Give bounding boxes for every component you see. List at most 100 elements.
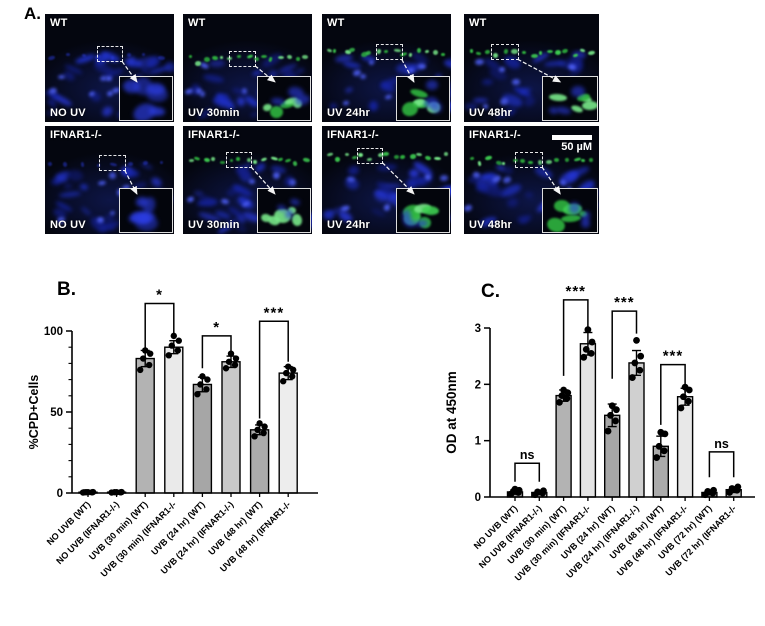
- y-tick-label: 2: [475, 379, 481, 391]
- genotype-label: WT: [188, 17, 206, 29]
- tissue-blob: [45, 106, 60, 118]
- tissue-blob: [269, 105, 284, 118]
- tissue-blob: [235, 194, 255, 211]
- tissue-blob: [189, 82, 201, 96]
- tissue-blob: [197, 210, 222, 224]
- tissue-blob: [384, 190, 401, 206]
- data-point: [580, 353, 588, 361]
- tissue-blob: [469, 156, 474, 160]
- tissue-blob: [503, 48, 509, 55]
- bar-uvb-24-hr-ifnar1: [221, 361, 241, 494]
- tissue-blob: [304, 210, 312, 223]
- tissue-blob: [564, 205, 585, 216]
- significance-bracket: [562, 299, 589, 376]
- tissue-blob: [405, 98, 424, 113]
- data-point: [607, 411, 614, 419]
- tissue-blob: [521, 51, 526, 55]
- tissue-blob: [46, 97, 59, 109]
- tissue-blob: [97, 219, 121, 233]
- tissue-blob: [501, 175, 512, 184]
- tissue-blob: [439, 192, 447, 200]
- roi-arrow: [124, 169, 138, 195]
- tissue-blob: [376, 163, 398, 172]
- tissue-blob: [149, 175, 163, 189]
- tissue-blob: [484, 49, 491, 56]
- tissue-blob: [100, 75, 108, 82]
- tissue-blob: [378, 79, 396, 95]
- tissue-blob: [106, 224, 117, 232]
- tissue-blob: [442, 183, 451, 201]
- tissue-blob: [360, 50, 369, 58]
- tissue-blob: [553, 157, 560, 162]
- data-point: [251, 433, 258, 440]
- tissue-blob: [407, 173, 427, 189]
- tissue-blob: [129, 194, 151, 210]
- tissue-blob: [94, 54, 102, 61]
- tissue-blob: [480, 172, 498, 180]
- tissue-blob: [122, 79, 141, 95]
- bar-uvb-30-min-wt: [555, 394, 572, 498]
- tissue-blob: [253, 56, 260, 63]
- tissue-blob: [163, 60, 174, 74]
- roi-box: [491, 44, 519, 61]
- tissue-blob: [561, 215, 576, 228]
- data-point: [588, 338, 596, 346]
- tissue-blob: [259, 213, 272, 224]
- tissue-blob: [212, 92, 230, 105]
- tissue-blob: [322, 208, 336, 222]
- tissue-blob: [395, 63, 418, 75]
- data-point: [222, 365, 230, 372]
- tissue-blob: [282, 175, 295, 188]
- tissue-blob: [394, 48, 402, 52]
- tissue-blob: [188, 54, 193, 59]
- bar-uvb-24-hr-ifnar1: [628, 362, 645, 498]
- tissue-blob: [272, 171, 282, 181]
- tissue-blob: [546, 50, 553, 54]
- tissue-blob: [578, 210, 589, 219]
- data-point: [660, 447, 668, 455]
- tissue-blob: [554, 49, 562, 55]
- tissue-blob: [475, 175, 500, 189]
- tissue-blob: [572, 60, 581, 71]
- tissue-blob: [81, 53, 87, 58]
- y-axis-title: OD at 450nm: [444, 371, 459, 454]
- treatment-label: NO UV: [50, 219, 86, 231]
- tissue-blob: [333, 48, 337, 53]
- data-point: [231, 361, 239, 369]
- inset-zoom: [119, 187, 173, 233]
- treatment-label: UV 24hr: [327, 219, 370, 231]
- background-haze: [45, 41, 174, 122]
- tissue-blob: [443, 152, 448, 157]
- tissue-blob: [326, 152, 333, 156]
- data-point: [604, 427, 612, 435]
- data-point: [137, 366, 144, 374]
- tissue-blob: [208, 59, 225, 67]
- tissue-blob: [282, 65, 296, 78]
- bar-uvb-48-hr-ifnar1: [676, 396, 694, 498]
- micrograph-wt-uv-24hr: WT UV 24hr: [322, 14, 451, 122]
- tissue-blob: [47, 54, 56, 61]
- roi-arrow: [517, 58, 562, 83]
- data-point: [174, 347, 181, 354]
- tissue-blob: [408, 168, 420, 180]
- tissue-blob: [342, 60, 363, 70]
- tissue-blob: [145, 86, 169, 103]
- tissue-blob: [512, 158, 518, 162]
- tissue-blob: [270, 164, 287, 175]
- tissue-blob: [203, 56, 210, 62]
- data-point: [631, 359, 639, 367]
- tissue-blob: [51, 178, 61, 186]
- tissue-blob: [543, 59, 568, 67]
- significance-label: ns: [520, 448, 535, 462]
- tissue-blob: [474, 59, 485, 67]
- data-point: [225, 358, 233, 365]
- tissue-blob: [212, 96, 227, 109]
- tissue-blob: [268, 56, 273, 63]
- genotype-label: IFNAR1-/-: [50, 129, 102, 141]
- treatment-label: NO UV: [50, 107, 86, 119]
- tissue-blob: [412, 100, 429, 109]
- tissue-blob: [374, 178, 399, 200]
- tissue-blob: [194, 189, 205, 196]
- bar-uvb-24-hr-wt: [603, 414, 621, 498]
